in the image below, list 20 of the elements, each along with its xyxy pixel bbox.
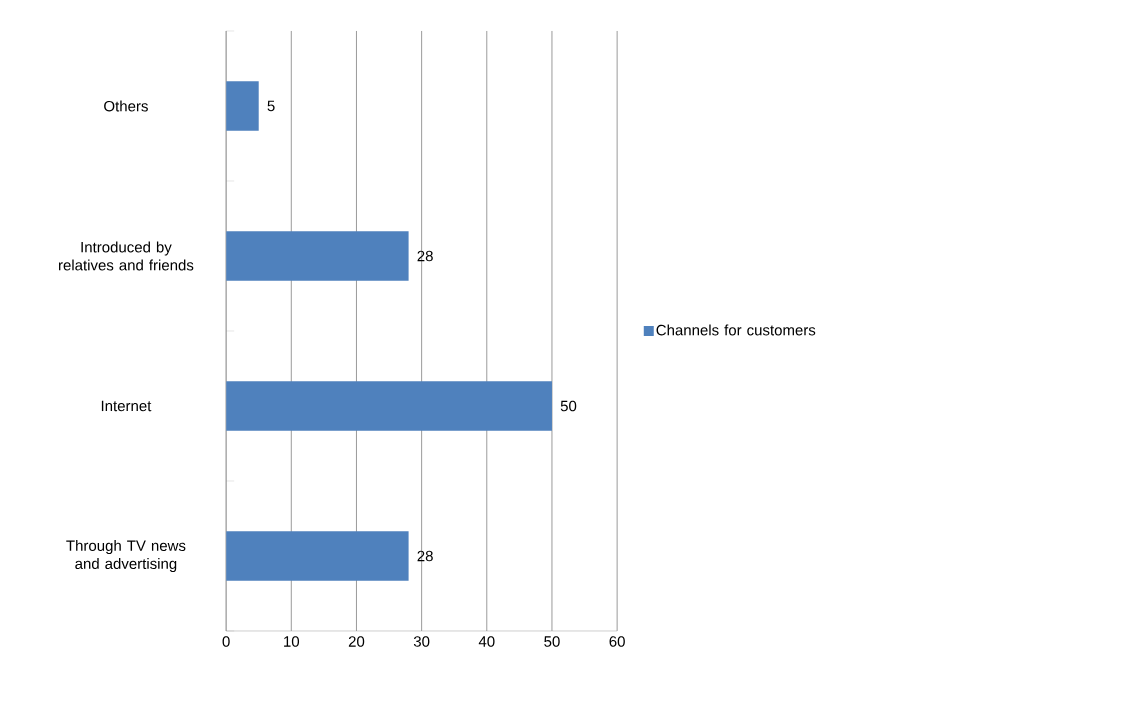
bar [226,81,259,131]
x-tick-label: 30 [413,636,430,647]
y-tick-label: Others [104,100,148,112]
data-label: 50 [560,400,577,412]
x-tick-label: 20 [348,636,365,647]
bar [226,531,409,581]
y-tick-label: Introduced by relatives and friends [58,241,194,271]
x-tick-label: 60 [609,636,625,647]
legend-label: Channels for customers [656,324,816,336]
bar [226,231,409,281]
data-label: 5 [267,100,275,112]
x-tick-label: 50 [544,636,560,647]
x-tick-label: 0 [222,636,230,647]
y-tick-label: Internet [101,400,152,412]
bar [226,381,552,431]
x-tick-label: 10 [284,636,300,647]
x-tick-label: 40 [478,636,495,647]
y-tick-label: Through TV news and advertising [66,539,186,572]
data-label: 28 [417,550,433,562]
data-label: 28 [417,250,433,262]
